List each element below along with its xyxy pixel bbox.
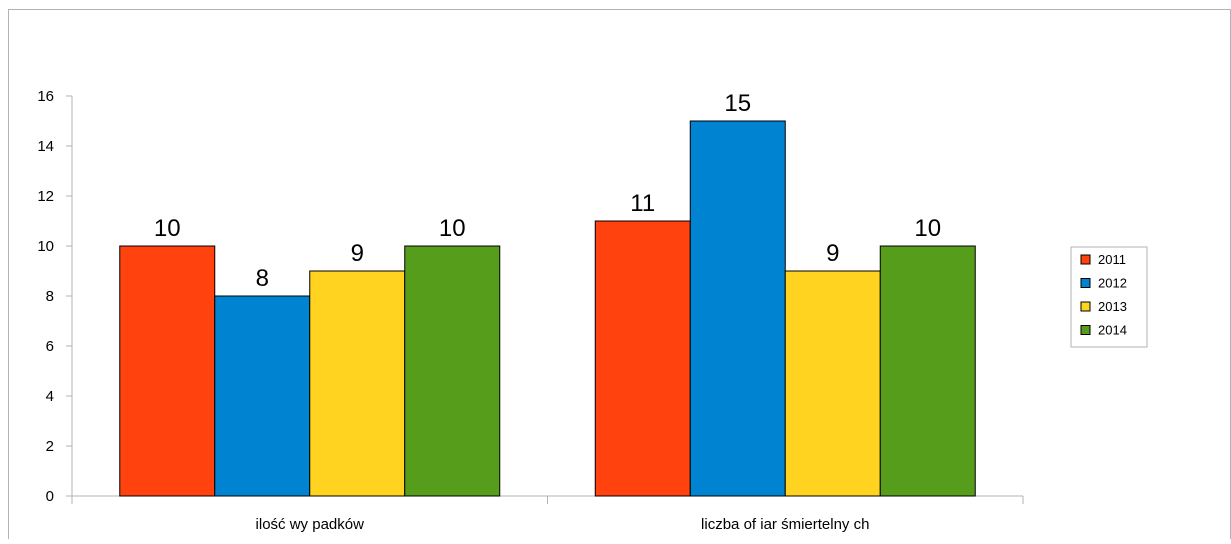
y-tick-label: 10 xyxy=(37,238,54,255)
y-tick-label: 4 xyxy=(46,388,54,405)
legend-label: 2011 xyxy=(1098,252,1126,267)
y-tick-label: 0 xyxy=(46,488,54,505)
bars xyxy=(119,120,976,497)
bar-2013 xyxy=(784,270,881,497)
bar-2014 xyxy=(404,245,501,497)
legend: 2011 2012 2013 2014 xyxy=(1070,246,1148,348)
x-category-label: ilość wy padków xyxy=(256,516,365,533)
bar-2012 xyxy=(689,120,786,497)
data-label: 9 xyxy=(351,240,364,267)
legend-label: 2013 xyxy=(1098,299,1127,314)
legend-label: 2012 xyxy=(1098,276,1127,291)
bar-2013 xyxy=(309,270,406,497)
bar-2014 xyxy=(879,245,976,497)
data-label: 8 xyxy=(256,265,269,292)
y-axis: 0 2 4 6 8 10 12 14 16 xyxy=(37,88,73,505)
legend-label: 2014 xyxy=(1098,323,1127,338)
data-label: 10 xyxy=(914,215,941,242)
y-tick-label: 6 xyxy=(46,338,54,355)
legend-swatch-2013 xyxy=(1080,301,1091,312)
y-tick-label: 16 xyxy=(37,88,54,105)
legend-swatch-2014 xyxy=(1080,325,1091,335)
x-category-label: liczba of iar śmiertelny ch xyxy=(701,516,869,533)
legend-swatch-2011 xyxy=(1080,254,1091,265)
bar-2012 xyxy=(214,295,311,497)
y-tick-label: 8 xyxy=(46,288,54,305)
y-tick-label: 12 xyxy=(37,188,54,205)
y-tick-label: 2 xyxy=(46,438,54,455)
data-label: 10 xyxy=(439,215,466,242)
bar-2011 xyxy=(119,245,216,497)
bar-2011 xyxy=(594,220,691,497)
data-label: 11 xyxy=(630,190,655,217)
data-label: 10 xyxy=(154,215,181,242)
data-label: 15 xyxy=(724,90,751,117)
data-label: 9 xyxy=(826,240,839,267)
legend-swatch-2012 xyxy=(1080,278,1091,288)
data-labels: 10 8 9 10 11 15 9 10 xyxy=(154,90,941,292)
y-tick-label: 14 xyxy=(37,138,54,155)
